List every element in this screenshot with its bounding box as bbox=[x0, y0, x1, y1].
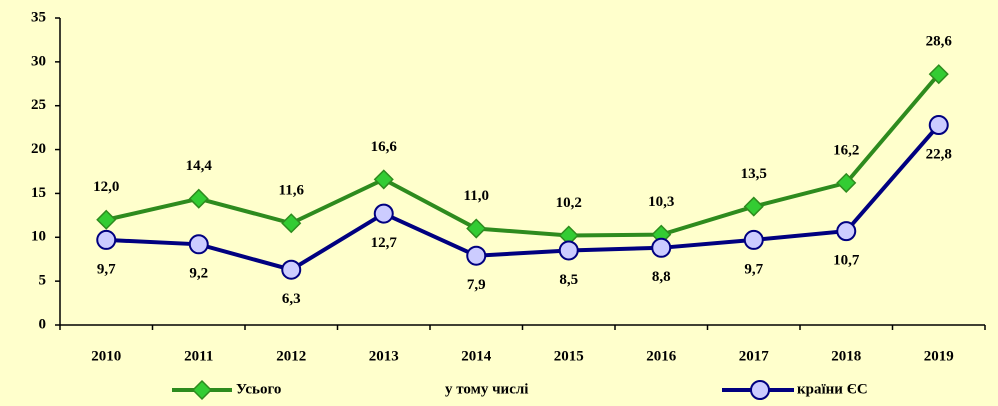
data-label: 9,7 bbox=[744, 261, 763, 277]
marker bbox=[373, 169, 394, 190]
marker bbox=[96, 229, 117, 250]
marker bbox=[836, 172, 857, 193]
legend-label: країни ЄС bbox=[797, 381, 868, 397]
marker bbox=[836, 221, 857, 242]
x-tick-label: 2018 bbox=[831, 348, 861, 364]
data-label: 22,8 bbox=[926, 146, 952, 162]
legend-label: Усього bbox=[236, 381, 281, 397]
x-tick-label: 2011 bbox=[184, 348, 213, 364]
data-label: 10,2 bbox=[556, 195, 582, 211]
data-label: 10,3 bbox=[648, 194, 674, 210]
data-label: 8,5 bbox=[559, 272, 578, 288]
data-label: 10,7 bbox=[833, 253, 860, 269]
data-label: 11,6 bbox=[279, 183, 305, 199]
y-tick-label: 15 bbox=[31, 185, 46, 201]
y-tick-label: 20 bbox=[31, 141, 46, 157]
marker bbox=[743, 196, 764, 217]
x-tick-label: 2010 bbox=[91, 348, 121, 364]
legend-marker bbox=[191, 379, 213, 401]
y-tick-label: 25 bbox=[31, 97, 46, 113]
data-label: 28,6 bbox=[926, 34, 953, 50]
y-tick-label: 30 bbox=[31, 53, 46, 69]
marker bbox=[558, 240, 579, 261]
marker bbox=[743, 229, 764, 250]
data-label: 14,4 bbox=[186, 158, 213, 174]
y-tick-label: 35 bbox=[31, 9, 46, 25]
x-tick-label: 2016 bbox=[646, 348, 677, 364]
x-tick-label: 2012 bbox=[276, 348, 306, 364]
data-label: 11,0 bbox=[464, 188, 489, 204]
marker bbox=[281, 213, 302, 234]
data-label: 13,5 bbox=[741, 166, 767, 182]
marker bbox=[281, 259, 302, 280]
data-label: 12,0 bbox=[93, 179, 119, 195]
y-tick-label: 0 bbox=[39, 316, 47, 332]
data-label: 7,9 bbox=[467, 277, 486, 293]
x-tick-label: 2017 bbox=[739, 348, 770, 364]
series-line bbox=[105, 72, 941, 238]
marker bbox=[188, 188, 209, 209]
x-tick-label: 2019 bbox=[924, 348, 954, 364]
x-tick-label: 2013 bbox=[369, 348, 399, 364]
x-tick-label: 2015 bbox=[554, 348, 584, 364]
y-tick-label: 5 bbox=[39, 273, 47, 289]
data-label: 12,7 bbox=[371, 235, 398, 251]
data-label: 8,8 bbox=[652, 269, 671, 285]
marker bbox=[928, 115, 949, 136]
data-label: 16,2 bbox=[833, 142, 859, 158]
marker bbox=[466, 245, 487, 266]
series-line bbox=[106, 123, 941, 272]
data-label: 9,7 bbox=[97, 261, 116, 277]
y-tick-label: 10 bbox=[31, 229, 46, 245]
legend-note: у тому числі bbox=[445, 381, 528, 397]
marker bbox=[466, 218, 487, 239]
legend-marker bbox=[750, 380, 770, 400]
data-label: 16,6 bbox=[371, 139, 398, 155]
marker bbox=[96, 209, 117, 230]
data-label: 9,2 bbox=[189, 266, 208, 282]
marker bbox=[188, 234, 209, 255]
data-label: 6,3 bbox=[282, 291, 301, 307]
marker bbox=[651, 237, 672, 258]
marker bbox=[928, 64, 949, 85]
marker bbox=[373, 203, 394, 224]
x-tick-label: 2014 bbox=[461, 348, 492, 364]
